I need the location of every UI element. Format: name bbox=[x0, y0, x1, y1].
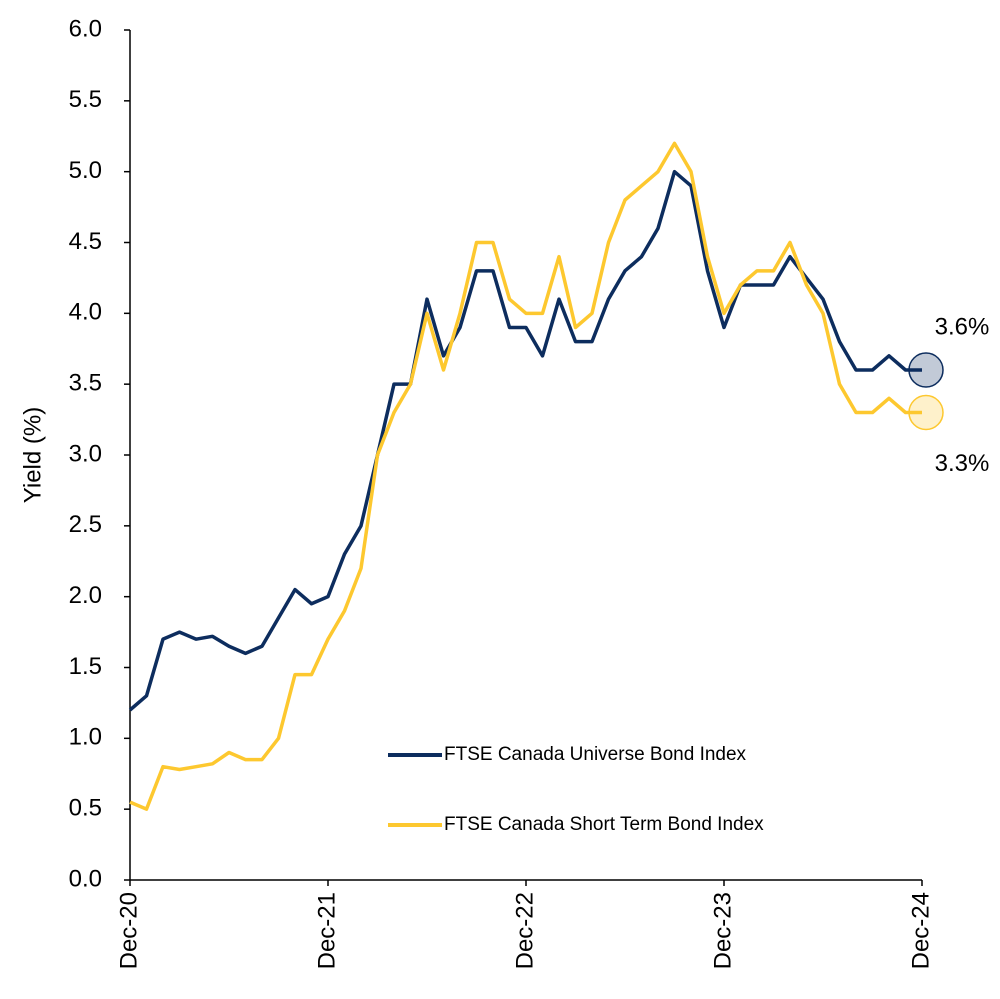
end-label: 3.6% bbox=[935, 313, 990, 340]
y-tick-label: 3.0 bbox=[69, 440, 102, 467]
y-tick-label: 5.0 bbox=[69, 157, 102, 184]
legend-label: FTSE Canada Short Term Bond Index bbox=[444, 814, 764, 835]
series-line bbox=[129, 141, 922, 811]
end-label: 3.3% bbox=[935, 450, 990, 477]
y-tick-label: 0.5 bbox=[69, 795, 102, 822]
y-tick-label: 3.5 bbox=[69, 370, 102, 397]
x-tick-label: Dec-23 bbox=[709, 892, 736, 969]
legend-label: FTSE Canada Universe Bond Index bbox=[444, 744, 747, 765]
y-tick-label: 4.0 bbox=[69, 299, 102, 326]
x-tick-label: Dec-20 bbox=[115, 892, 142, 969]
y-tick-label: 0.0 bbox=[69, 865, 102, 892]
series-line bbox=[128, 169, 922, 712]
x-tick-label: Dec-22 bbox=[511, 892, 538, 969]
y-tick-label: 2.5 bbox=[69, 511, 102, 538]
end-marker bbox=[908, 352, 944, 388]
y-tick-label: 1.5 bbox=[69, 653, 102, 680]
y-axis-label: Yield (%) bbox=[19, 407, 46, 503]
y-tick-label: 6.0 bbox=[69, 15, 102, 42]
x-tick-label: Dec-21 bbox=[313, 892, 340, 969]
end-marker bbox=[908, 394, 944, 431]
y-tick-label: 1.0 bbox=[69, 724, 102, 751]
y-tick-label: 2.0 bbox=[69, 582, 102, 609]
y-tick-label: 5.5 bbox=[69, 86, 102, 113]
x-tick-label: Dec-24 bbox=[907, 892, 934, 969]
y-tick-label: 4.5 bbox=[69, 228, 102, 255]
